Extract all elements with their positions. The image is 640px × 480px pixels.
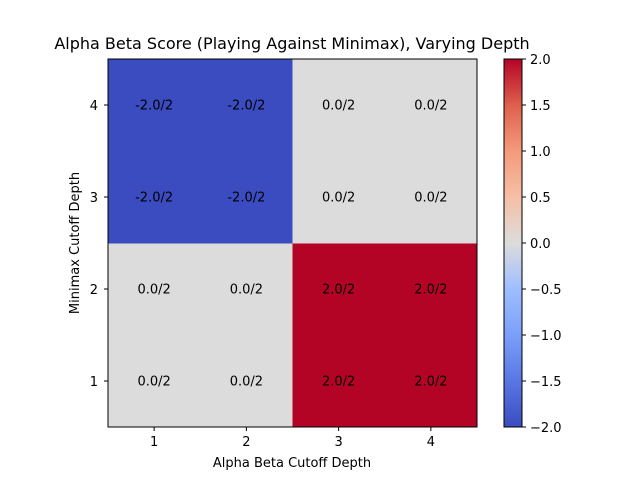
y-tick-label: 3	[90, 191, 98, 206]
heatmap-cell	[200, 151, 293, 244]
colorbar-tick-label: −1.0	[530, 329, 562, 344]
colorbar-tick-label: −2.0	[530, 421, 562, 436]
cell-value-label: -2.0/2	[227, 99, 265, 114]
x-tick-label: 4	[427, 435, 435, 450]
heatmap-cell	[108, 151, 201, 244]
cell-value-label: 0.0/2	[414, 99, 447, 114]
heatmap-cells	[108, 59, 478, 428]
heatmap-cell	[292, 335, 386, 428]
heatmap-cell	[108, 59, 201, 152]
cell-value-label: 0.0/2	[137, 283, 170, 298]
x-axis-ticks: 1 2 3 4	[150, 427, 435, 450]
colorbar	[503, 58, 523, 428]
y-axis-label: Minimax Cutoff Depth	[68, 172, 83, 314]
heatmap-cell	[292, 59, 386, 152]
heatmap-cell	[384, 335, 478, 428]
cell-value-label: 2.0/2	[414, 283, 447, 298]
heatmap-cell-labels: 0.0/2 0.0/2 2.0/2 2.0/2 0.0/2 0.0/2 2.0/2 2.0/2…	[135, 99, 447, 390]
heatmap-cell	[292, 243, 386, 336]
chart-title: Alpha Beta Score (Playing Against Minima…	[54, 34, 529, 53]
x-tick-label: 2	[242, 435, 250, 450]
heatmap-cell	[200, 59, 293, 152]
cell-value-label: 0.0/2	[230, 375, 263, 390]
heatmap-cell	[384, 151, 478, 244]
cell-value-label: -2.0/2	[135, 99, 173, 114]
cell-value-label: -2.0/2	[135, 191, 173, 206]
colorbar-tick-label: 2.0	[530, 53, 551, 68]
cell-value-label: 0.0/2	[322, 191, 355, 206]
colorbar-tick-label: 1.5	[530, 99, 551, 114]
y-tick-label: 1	[90, 375, 98, 390]
y-tick-label: 2	[90, 283, 98, 298]
cell-value-label: -2.0/2	[227, 191, 265, 206]
heatmap-cell	[384, 243, 478, 336]
y-axis-ticks: 1 2 3 4	[90, 99, 108, 390]
cell-value-label: 0.0/2	[137, 375, 170, 390]
y-tick-label: 4	[90, 99, 98, 114]
colorbar-ticks: 2.0 1.5 1.0 0.5 0.0 −0.5 −1.0 −1.5 −2.0	[522, 53, 562, 436]
colorbar-tick-label: 1.0	[530, 145, 551, 160]
colorbar-tick-label: −1.5	[530, 375, 562, 390]
cell-value-label: 0.0/2	[322, 99, 355, 114]
x-tick-label: 3	[334, 435, 342, 450]
colorbar-tick-label: −0.5	[530, 283, 562, 298]
x-axis-label: Alpha Beta Cutoff Depth	[213, 456, 371, 471]
colorbar-tick-label: 0.5	[530, 191, 551, 206]
heatmap-cell	[200, 243, 293, 336]
heatmap-cell	[108, 335, 201, 428]
cell-value-label: 2.0/2	[322, 283, 355, 298]
cell-value-label: 0.0/2	[230, 283, 263, 298]
heatmap-cell	[200, 335, 293, 428]
heatmap-cell	[108, 243, 201, 336]
cell-value-label: 0.0/2	[414, 191, 447, 206]
cell-value-label: 2.0/2	[414, 375, 447, 390]
heatmap-cell	[292, 151, 386, 244]
x-tick-label: 1	[150, 435, 158, 450]
colorbar-tick-label: 0.0	[530, 237, 551, 252]
heatmap-cell	[384, 59, 478, 152]
plot-frame	[107, 58, 478, 428]
cell-value-label: 2.0/2	[322, 375, 355, 390]
